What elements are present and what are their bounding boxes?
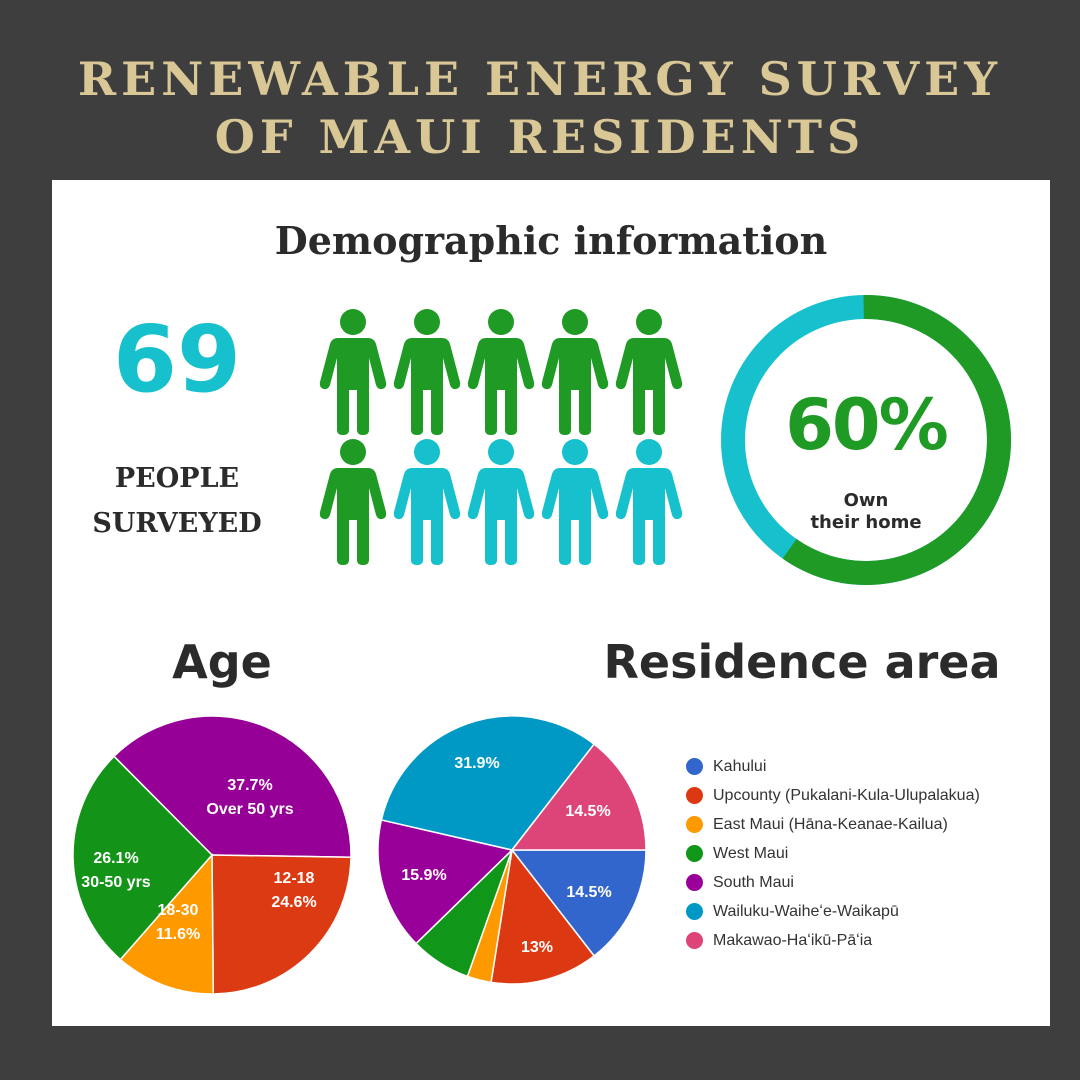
age-pie-value-label: 37.7% [227, 777, 272, 794]
legend-color-dot [686, 758, 703, 775]
legend-label: Makawao-Haʻikū-Pāʻia [713, 931, 873, 949]
main-title: RENEWABLE ENERGY SURVEY OF MAUI RESIDENT… [0, 50, 1080, 166]
person-icon [464, 438, 538, 568]
person-icon [538, 308, 612, 438]
legend-color-dot [686, 787, 703, 804]
legend-item: Upcounty (Pukalani-Kula-Ulupalakua) [686, 781, 1036, 810]
person-icon-graphic [467, 309, 535, 435]
age-pie-category-label: 30-50 yrs [81, 874, 150, 891]
age-pie-category-label: 18-30 [158, 902, 199, 919]
age-pie-slice [119, 853, 215, 995]
legend-color-dot [686, 845, 703, 862]
homeownership-ring-chart [721, 295, 1011, 585]
age-pie-slice [72, 755, 214, 961]
age-pie-value-label: 24.6% [271, 894, 316, 911]
homeownership-value: 60% [785, 384, 949, 466]
legend-item: Kahului [686, 752, 1036, 781]
age-pie-value-label: 11.6% [156, 926, 200, 943]
residence-pie-chart: 14.5% 13% 15.9% 31.9% 14.5% [377, 715, 647, 985]
legend-label: Wailuku-Waiheʻe-Waikapū [713, 902, 899, 920]
homeownership-ring: 60% Own their home [718, 292, 1014, 588]
legend-item: West Maui [686, 839, 1036, 868]
legend-color-dot [686, 903, 703, 920]
age-chart-title: Age [172, 635, 272, 689]
legend-item: South Maui [686, 868, 1036, 897]
homeownership-caption: Own their home [796, 490, 936, 534]
age-pie-slice [211, 854, 352, 995]
age-pie-slice [112, 715, 352, 858]
residence-pie-slice [380, 715, 596, 851]
residence-legend: Kahului Upcounty (Pukalani-Kula-Ulupalaku… [686, 752, 1036, 955]
residence-pie-slice [510, 849, 647, 957]
residence-pie-value-label: 31.9% [454, 755, 499, 772]
person-icon [612, 308, 686, 438]
person-icon-graphic [393, 309, 461, 435]
legend-label: West Maui [713, 844, 789, 862]
person-icon [538, 438, 612, 568]
surveyed-label-line-1: PEOPLE [114, 463, 240, 494]
person-icon-graphic [467, 439, 535, 565]
main-title-line-1: RENEWABLE ENERGY SURVEY [77, 52, 1003, 106]
person-icon [316, 438, 390, 568]
legend-item: East Maui (Hāna-Keanae-Kailua) [686, 810, 1036, 839]
person-icon-graphic [615, 309, 683, 435]
section-title: Demographic information [274, 218, 828, 263]
person-icon-graphic [393, 439, 461, 565]
content-panel: Demographic information 69 PEOPLE SURVEY… [52, 180, 1050, 1026]
legend-label: East Maui (Hāna-Keanae-Kailua) [713, 815, 948, 833]
person-icon-graphic [319, 309, 387, 435]
person-icon [316, 308, 390, 438]
residence-chart-title: Residence area [603, 635, 1001, 689]
surveyed-label: PEOPLE SURVEYED [72, 456, 282, 546]
legend-color-dot [686, 874, 703, 891]
legend-label: South Maui [713, 873, 794, 891]
person-icon-graphic [319, 439, 387, 565]
surveyed-label-line-2: SURVEYED [92, 508, 262, 539]
person-icon [464, 308, 538, 438]
legend-label: Upcounty (Pukalani-Kula-Ulupalakua) [713, 786, 980, 804]
legend-label: Kahului [713, 757, 767, 775]
person-icon-graphic [541, 439, 609, 565]
age-pie-chart: 37.7% Over 50 yrs 12-18 24.6% 18-30 11.6% 26.1… [72, 715, 352, 995]
people-icon-grid [316, 308, 686, 568]
age-pie-value-label: 26.1% [93, 850, 138, 867]
legend-item: Wailuku-Waiheʻe-Waikapū [686, 897, 1036, 926]
person-icon-graphic [541, 309, 609, 435]
person-icon [390, 308, 464, 438]
residence-pie-value-label: 14.5% [566, 884, 611, 901]
person-icon [390, 438, 464, 568]
residence-pie-value-label: 14.5% [565, 803, 610, 820]
homeownership-caption-line-1: Own [843, 490, 889, 511]
legend-color-dot [686, 816, 703, 833]
person-icon [612, 438, 686, 568]
ring-owned-arc [721, 295, 1011, 585]
person-icon-graphic [615, 439, 683, 565]
residence-pie-value-label: 13% [521, 939, 553, 956]
residence-pie-slice [490, 848, 596, 985]
residence-pie-slice [510, 743, 647, 851]
homeownership-caption-line-2: their home [810, 512, 922, 533]
surveyed-count: 69 [112, 306, 242, 413]
main-title-line-2: OF MAUI RESIDENTS [214, 110, 866, 164]
residence-pie-slice [377, 819, 514, 945]
residence-pie-value-label: 15.9% [401, 867, 446, 884]
legend-item: Makawao-Haʻikū-Pāʻia [686, 926, 1036, 955]
age-pie-category-label: 12-18 [274, 870, 315, 887]
age-pie-category-label: Over 50 yrs [206, 801, 293, 818]
legend-color-dot [686, 932, 703, 949]
